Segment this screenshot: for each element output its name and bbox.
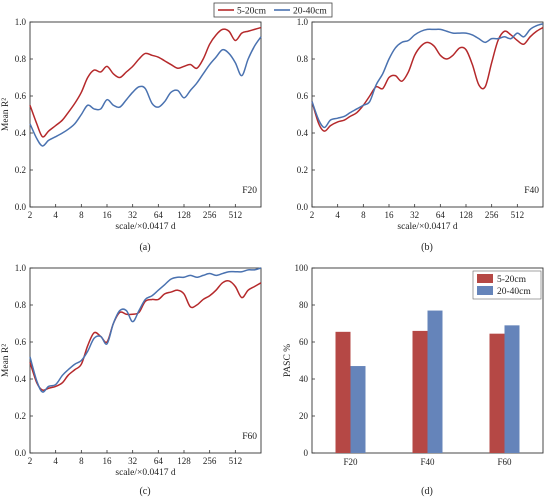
x-tick-label: 64 xyxy=(154,210,164,220)
y-tick-label: 0.6 xyxy=(15,91,27,101)
bar-F60-20-40cm xyxy=(504,325,520,453)
x-tick-label: 128 xyxy=(459,210,473,220)
x-tick-label: 4 xyxy=(53,456,58,466)
panel-b: (b) 0.0 0.2 0.4 0.6 0.8 1.0 2 4 8 16 32 64 128 256 512… xyxy=(297,17,544,253)
x-tick-label: 512 xyxy=(229,456,243,466)
x-tick-label: 32 xyxy=(128,456,137,466)
panel-label-c: (c) xyxy=(139,486,150,497)
bar-F40-5-20cm xyxy=(412,330,428,453)
series-line-5-20cm xyxy=(311,26,544,132)
x-category-label: F40 xyxy=(420,457,435,467)
top-legend-label-5-20cm: 5-20cm xyxy=(237,7,267,17)
x-tick-label: 2 xyxy=(28,210,33,220)
y-tick-label: 20 xyxy=(299,411,309,421)
bar-F20-5-20cm xyxy=(335,331,351,453)
panel-c: (c) 0.0 0.2 0.4 0.6 0.8 1.0 Mean R² 2 4 8 16 32 64 12… xyxy=(1,263,262,497)
y-tick-label: 100 xyxy=(295,263,309,273)
y-tick-label: 0.0 xyxy=(15,202,27,212)
y-tick-label: 1.0 xyxy=(15,263,27,273)
y-tick-label: 80 xyxy=(299,300,309,310)
y-tick-label: 0.8 xyxy=(297,54,309,64)
x-tick-label: 32 xyxy=(410,210,419,220)
y-tick-label: 0.0 xyxy=(15,448,27,458)
y-tick-label: 60 xyxy=(299,337,309,347)
y-axis-label: PASC % xyxy=(283,344,293,377)
panel-annotation: F40 xyxy=(524,186,539,196)
x-tick-label: 512 xyxy=(511,210,525,220)
series-line-20-40cm xyxy=(311,23,544,129)
x-tick-label: 4 xyxy=(53,210,58,220)
plot-frame xyxy=(29,21,262,208)
bar-legend-label-5-20cm: 5-20cm xyxy=(497,275,527,285)
y-tick-label: 0.0 xyxy=(297,202,309,212)
panel-a: (a) 0.0 0.2 0.4 0.6 0.8 1.0 Mean R² 2 4 8 16 32 64 12… xyxy=(1,17,262,253)
y-tick-label: 0.4 xyxy=(15,374,27,384)
x-tick-label: 256 xyxy=(203,210,217,220)
series-line-5-20cm xyxy=(29,280,262,392)
y-tick-label: 0.2 xyxy=(297,165,308,175)
x-tick-label: 128 xyxy=(177,456,191,466)
plot-frame xyxy=(29,267,262,454)
x-category-label: F60 xyxy=(497,457,512,467)
x-tick-label: 16 xyxy=(385,210,395,220)
x-tick-label: 16 xyxy=(103,210,113,220)
x-tick-label: 256 xyxy=(485,210,499,220)
y-tick-label: 0.4 xyxy=(297,128,309,138)
x-tick-label: 64 xyxy=(436,210,446,220)
series-line-5-20cm xyxy=(29,26,262,138)
top-legend: 5-20cm 20-40cm xyxy=(213,2,333,18)
bar-legend-swatch-5-20cm xyxy=(477,274,493,283)
panel-label-a: (a) xyxy=(139,242,150,253)
plot-frame xyxy=(311,21,544,208)
bar-F60-5-20cm xyxy=(489,333,505,453)
x-tick-label: 8 xyxy=(79,456,84,466)
x-tick-label: 128 xyxy=(177,210,191,220)
panel-annotation: F20 xyxy=(242,186,257,196)
top-legend-label-20-40cm: 20-40cm xyxy=(293,7,327,17)
x-tick-label: 32 xyxy=(128,210,137,220)
y-tick-label: 0.6 xyxy=(297,91,309,101)
y-tick-label: 0 xyxy=(304,448,309,458)
bar-F20-20-40cm xyxy=(350,366,366,453)
x-axis-label: scale/×0.0417 d xyxy=(115,222,175,232)
x-tick-label: 2 xyxy=(28,456,33,466)
x-tick-label: 64 xyxy=(154,456,164,466)
x-category-label: F20 xyxy=(343,457,358,467)
top-legend-box xyxy=(213,2,333,18)
y-tick-label: 0.8 xyxy=(15,300,27,310)
x-axis-label: scale/×0.0417 d xyxy=(397,222,457,232)
panel-label-d: (d) xyxy=(421,486,433,497)
bar-legend-label-20-40cm: 20-40cm xyxy=(497,287,531,297)
y-tick-label: 0.2 xyxy=(15,165,26,175)
series-line-20-40cm xyxy=(29,36,262,147)
x-tick-label: 16 xyxy=(103,456,113,466)
y-tick-label: 0.2 xyxy=(15,411,26,421)
y-tick-label: 1.0 xyxy=(297,17,309,27)
y-axis-label: Mean R² xyxy=(1,344,11,377)
panel-d: (d) 0 20 40 60 80 100 PASC % F20 F40 F60 5-20cm 20-… xyxy=(283,263,544,497)
y-tick-label: 0.6 xyxy=(15,337,27,347)
x-tick-label: 8 xyxy=(79,210,84,220)
bar-legend-swatch-20-40cm xyxy=(477,286,493,295)
y-tick-label: 0.8 xyxy=(15,54,27,64)
panel-label-b: (b) xyxy=(421,242,433,253)
panel-annotation: F60 xyxy=(242,432,257,442)
y-axis-label: Mean R² xyxy=(1,98,11,131)
y-tick-label: 40 xyxy=(299,374,309,384)
series-line-20-40cm xyxy=(29,267,262,393)
x-axis-label: scale/×0.0417 d xyxy=(115,468,175,478)
y-tick-label: 1.0 xyxy=(15,17,27,27)
y-tick-label: 0.4 xyxy=(15,128,27,138)
x-tick-label: 512 xyxy=(229,210,243,220)
x-tick-label: 256 xyxy=(203,456,217,466)
x-tick-label: 8 xyxy=(361,210,366,220)
bar-F40-20-40cm xyxy=(427,310,443,453)
x-tick-label: 2 xyxy=(310,210,315,220)
x-tick-label: 4 xyxy=(335,210,340,220)
